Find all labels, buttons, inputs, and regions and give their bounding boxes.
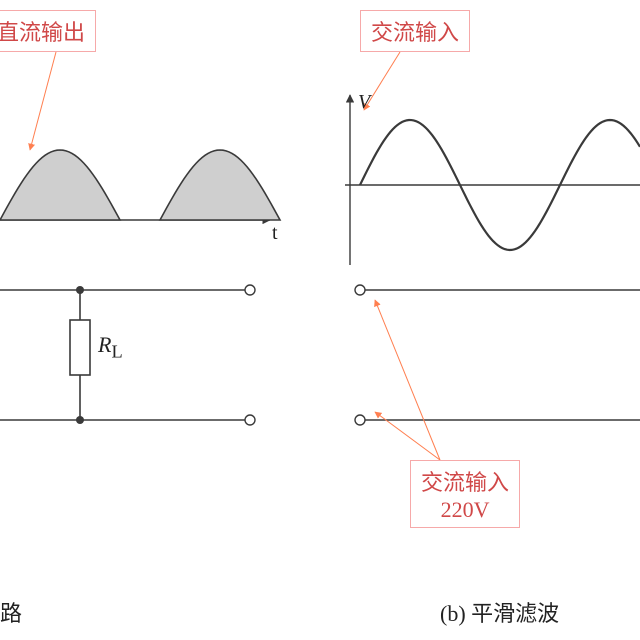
panel-a-svg: [0, 0, 320, 640]
caption-b: (b) 平滑滤波: [440, 596, 559, 628]
label-ac-input-220v: 交流输入 220V: [410, 460, 520, 528]
figure-root: 动直流输出 t RL 路 交流输入 V 交流输入: [0, 0, 640, 640]
axis-label-t: t: [272, 222, 278, 245]
label-ac-input-top: 交流输入: [360, 10, 470, 52]
circuit-a: [0, 285, 255, 425]
caption-a: 路: [0, 596, 22, 628]
panel-b: 交流输入 V 交流输入 220V (b) 平滑滤波: [320, 0, 640, 640]
rectified-waveform: [0, 150, 280, 220]
callout-arrow-a: [30, 52, 56, 150]
label-ac-input-line1: 交流输入: [421, 470, 509, 495]
label-dc-output: 动直流输出: [0, 10, 96, 52]
axis-label-v: V: [358, 91, 370, 114]
label-ac-input-line2: 220V: [441, 497, 490, 522]
label-dc-output-text: 动直流输出: [0, 20, 85, 45]
label-ac-input-top-text: 交流输入: [371, 20, 459, 45]
panel-a: 动直流输出 t RL 路: [0, 0, 320, 640]
sine-waveform: [345, 95, 640, 265]
resistor-label: RL: [98, 332, 123, 362]
